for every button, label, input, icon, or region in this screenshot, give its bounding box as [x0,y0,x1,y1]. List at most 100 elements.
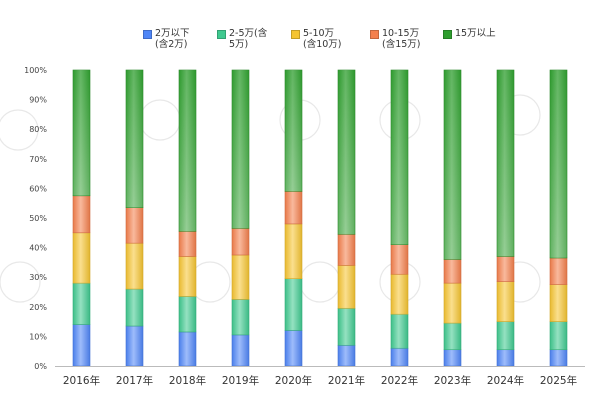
bar-segment-shading [338,70,355,235]
legend-label: 5-10万 (含10万) [303,28,342,50]
y-tick-label: 70% [29,155,47,164]
bar-segment-shading [444,70,461,260]
bar-segment-shading [497,70,514,257]
bar-segment [337,69,356,235]
bar-segment [496,281,515,322]
bar-segment [390,244,409,275]
bar-segment [231,254,250,300]
bar-segment [390,313,409,349]
watermark-logo [0,109,39,151]
bar-segment-shading [550,70,567,258]
bar-segment [72,195,91,234]
bar-segment [284,223,303,279]
legend-label: 2-5万(含 5万) [229,28,268,50]
legend-item[interactable]: 5-10万 (含10万) [291,28,342,50]
bar-segment [390,69,409,245]
watermark-logo [189,261,231,303]
bar-segment [72,69,91,197]
y-tick-label: 60% [29,184,47,193]
bar-segment [284,330,303,367]
legend-swatch [443,30,452,39]
bar-segment [178,69,197,232]
bar-segment [72,282,91,325]
bar-segment [337,233,356,266]
x-tick-label: 2016年 [63,374,100,387]
bar-segment [125,207,144,244]
y-tick-label: 50% [29,214,47,223]
bars-layer [72,69,568,367]
bar-segment-shading [285,70,302,192]
bar-segment [549,69,568,259]
bar-segment-shading [232,70,249,229]
watermark-logo [379,99,421,141]
legend-swatch [217,30,226,39]
bar-segment-shading [73,70,90,196]
legend-swatch [143,30,152,39]
legend-item[interactable]: 10-15万 (含15万) [370,28,421,50]
legend-swatch [291,30,300,39]
bar-segment [72,232,91,284]
bar-segment [231,69,250,229]
bar-segment [125,325,144,367]
bar-segment-shading [179,70,196,232]
bar-segment [125,288,144,327]
x-tick-label: 2020年 [275,374,312,387]
watermark-logo [499,94,541,136]
watermark-logo [499,261,541,303]
bar-segment [549,284,568,322]
bar-segment [390,273,409,315]
y-tick-label: 90% [29,96,47,105]
bar-segment [337,307,356,346]
y-tick-label: 10% [29,332,47,341]
bar-segment [443,259,462,284]
bar-segment [496,349,515,367]
bar-segment [178,296,197,333]
watermark-logo [0,261,41,303]
x-axis: 2016年 2017年 2018年 2019年 2020年 2021年 2022年 2023年… [55,366,585,387]
bar-segment [390,347,409,367]
bar-segment [125,242,144,290]
bar-segment [284,191,303,225]
bar-segment-shading [391,70,408,245]
bar-segment [337,344,356,367]
bar-segment [443,69,462,260]
x-tick-label: 2019年 [222,374,259,387]
bar-segment [443,322,462,351]
bar-segment [231,334,250,367]
bar-segment [443,282,462,324]
bar-segment [549,349,568,367]
legend-label: 10-15万 (含15万) [382,28,421,50]
bar-segment [496,256,515,282]
legend-item[interactable]: 2-5万(含 5万) [217,28,267,50]
legend-item[interactable]: 15万以上 [443,28,496,39]
legend-swatch [370,30,379,39]
watermark-layer [0,94,541,303]
y-tick-label: 0% [34,362,47,371]
legend: 2万以下 (含2万) 2-5万(含 5万) 5-10万 (含10万) 10-15万 (… [0,28,600,60]
y-tick-label: 40% [29,244,47,253]
watermark-logo [139,99,181,141]
legend-label: 2万以下 (含2万) [155,28,190,50]
bar-segment [284,69,303,192]
bar-segment [72,324,91,367]
x-tick-label: 2022年 [381,374,418,387]
x-tick-label: 2017年 [116,374,153,387]
bar-segment [231,228,250,256]
bar-segment [496,321,515,351]
bar-segment [549,321,568,351]
watermark-logo [299,261,341,303]
bar-segment [443,349,462,367]
y-tick-label: 20% [29,303,47,312]
watermark-logo [379,261,421,303]
watermark-logo [279,99,321,141]
x-tick-label: 2024年 [487,374,524,387]
legend-item[interactable]: 2万以下 (含2万) [143,28,190,50]
bar-segment [231,299,250,336]
y-tick-label: 100% [24,66,47,75]
x-tick-label: 2018年 [169,374,206,387]
bar-segment [284,278,303,331]
y-tick-label: 30% [29,273,47,282]
bar-segment [125,69,144,208]
